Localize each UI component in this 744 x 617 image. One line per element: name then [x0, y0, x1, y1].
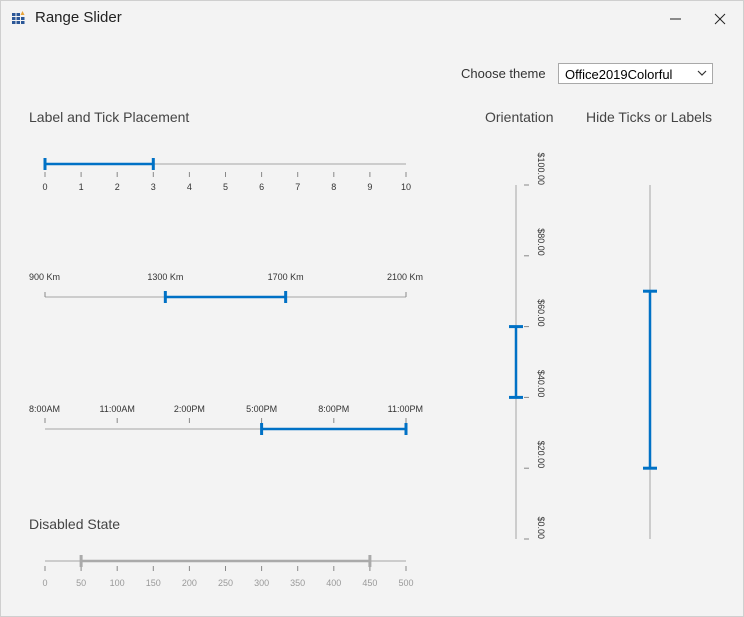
distance-tick-label: 1700 Km: [268, 272, 304, 282]
label-tick-heading: Label and Tick Placement: [29, 109, 190, 125]
vertical-tick-label: $0.00: [536, 516, 546, 539]
distance-tick-label: 2100 Km: [387, 272, 423, 282]
app-icon: [12, 11, 25, 24]
numeric-tick-label: 4: [187, 182, 192, 192]
disabled-tick-label: 200: [182, 578, 197, 588]
distance-tick-label: 900 Km: [29, 272, 60, 282]
choose-theme-label: Choose theme: [461, 66, 546, 81]
numeric-tick-label: 6: [259, 182, 264, 192]
numeric-tick-label: 0: [42, 182, 47, 192]
numeric-tick-label: 10: [401, 182, 411, 192]
time-tick-label: 11:00PM: [388, 404, 423, 414]
numeric-tick-label: 5: [223, 182, 228, 192]
distance-tick-label: 1300 Km: [147, 272, 183, 282]
disabled-tick-label: 250: [218, 578, 233, 588]
hide-ticks-heading: Hide Ticks or Labels: [586, 109, 713, 125]
numeric-tick-label: 2: [115, 182, 120, 192]
disabled-tick-label: 0: [42, 578, 47, 588]
time-tick-label: 11:00AM: [100, 404, 135, 414]
chevron-down-icon: [697, 70, 707, 76]
numeric-tick-label: 1: [79, 182, 84, 192]
disabled-tick-label: 500: [398, 578, 413, 588]
numeric-tick-label: 9: [367, 182, 372, 192]
vertical-tick-label: $80.00: [536, 228, 546, 256]
minimize-icon: [670, 18, 681, 20]
orientation-heading: Orientation: [485, 109, 554, 125]
numeric-tick-label: 8: [331, 182, 336, 192]
vertical-tick-label: $40.00: [536, 370, 546, 398]
minimize-button[interactable]: [654, 5, 698, 33]
disabled-tick-label: 300: [254, 578, 269, 588]
disabled-tick-label: 400: [326, 578, 341, 588]
vertical-tick-label: $60.00: [536, 299, 546, 327]
vertical-tick-label: $20.00: [536, 441, 546, 469]
disabled-tick-label: 450: [362, 578, 377, 588]
disabled-tick-label: 50: [76, 578, 86, 588]
vertical-tick-label: $100.00: [536, 152, 546, 185]
disabled-heading: Disabled State: [29, 516, 121, 532]
theme-value: Office2019Colorful: [565, 67, 673, 82]
disabled-tick-label: 100: [110, 578, 125, 588]
numeric-tick-label: 7: [295, 182, 300, 192]
close-icon: [714, 13, 726, 25]
time-tick-label: 5:00PM: [246, 404, 277, 414]
title-bar: Range Slider: [1, 1, 743, 35]
disabled-tick-label: 150: [146, 578, 161, 588]
time-tick-label: 8:00PM: [318, 404, 349, 414]
numeric-tick-label: 3: [151, 182, 156, 192]
close-button[interactable]: [698, 5, 742, 33]
disabled-tick-label: 350: [290, 578, 305, 588]
time-tick-label: 2:00PM: [174, 404, 205, 414]
window-title: Range Slider: [35, 9, 122, 26]
theme-combobox[interactable]: Office2019Colorful: [558, 63, 713, 84]
time-tick-label: 8:00AM: [29, 404, 60, 414]
